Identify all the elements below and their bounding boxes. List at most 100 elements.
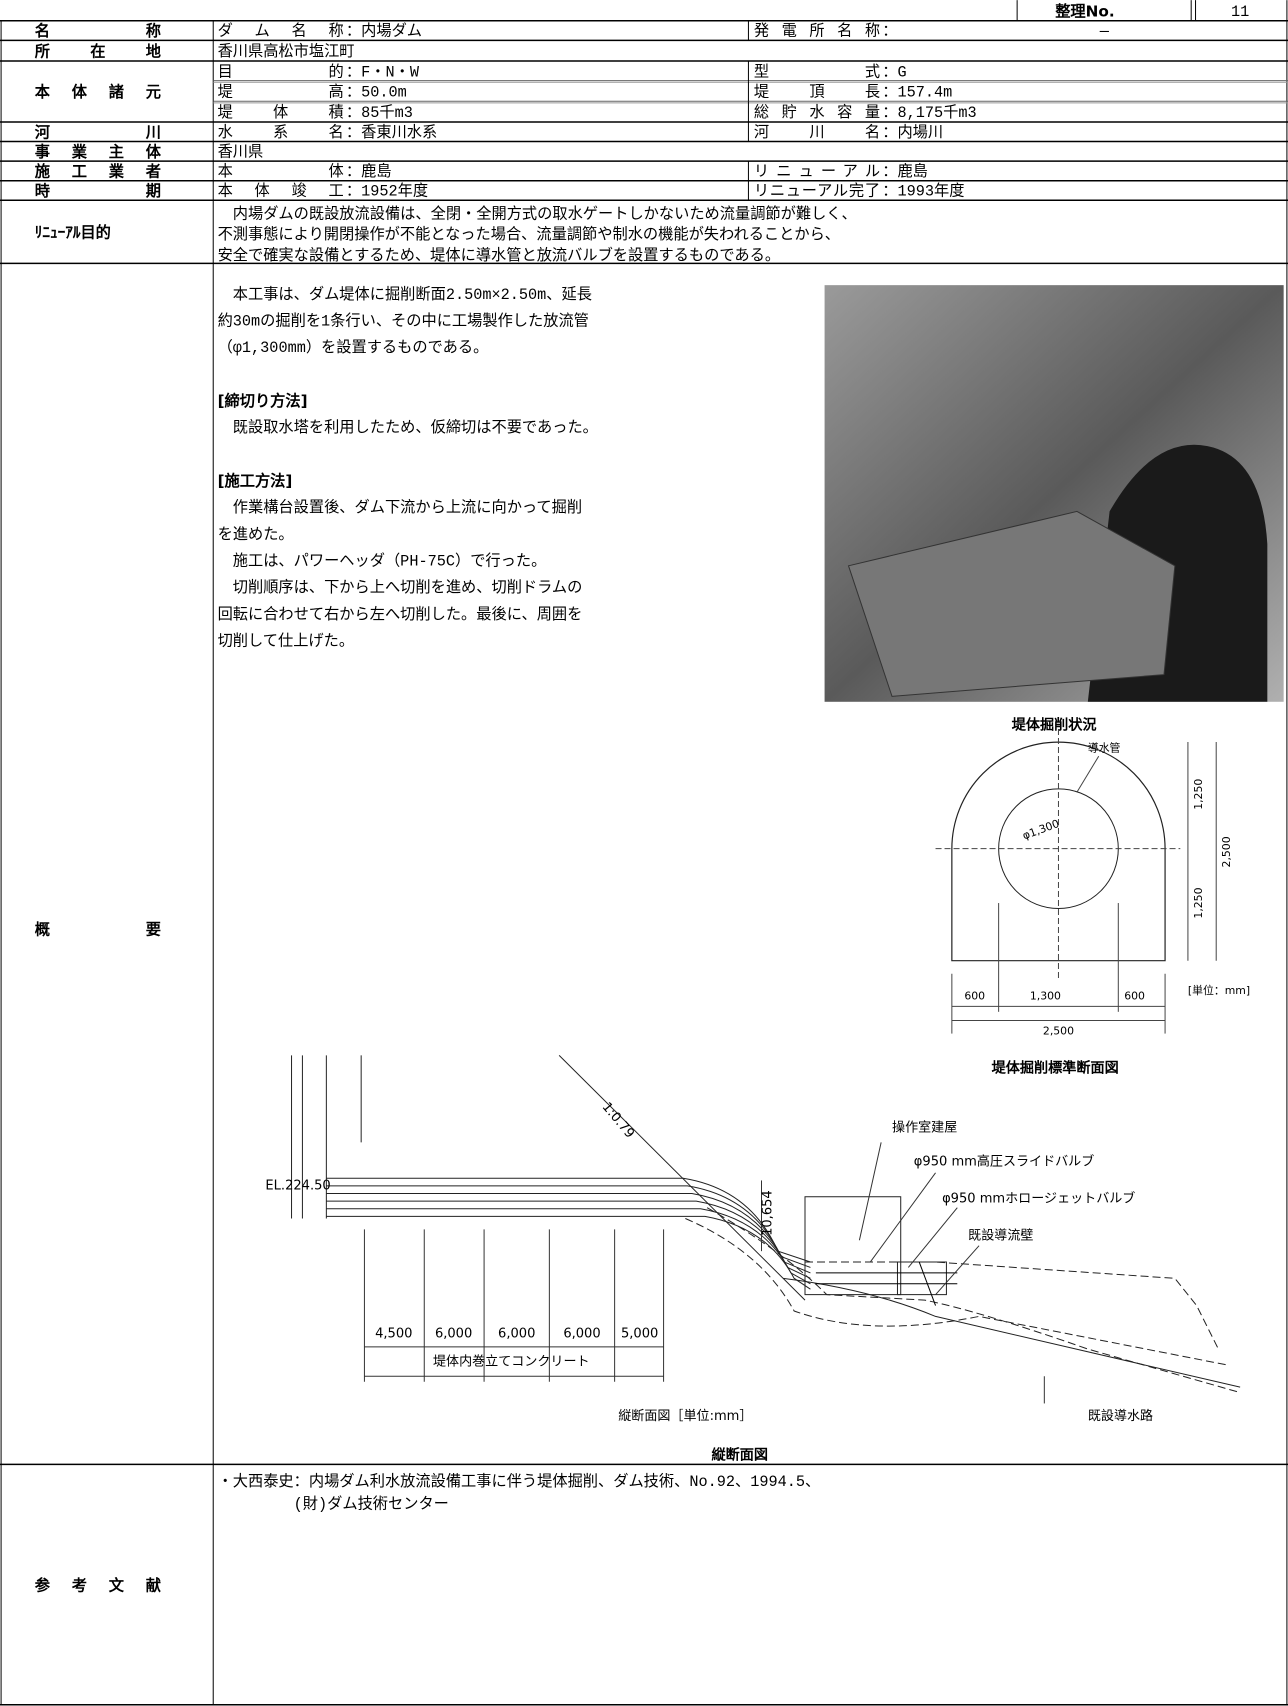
field-key: 型式: [754, 63, 880, 81]
reference-line: ・大西泰史：内場ダム利水放流設備工事に伴う堤体掘削、ダム技術、No.92、199…: [218, 1473, 821, 1491]
field-key: 本体竣工: [218, 183, 344, 201]
drawing-label: φ950 mm高圧スライドバルブ: [914, 1153, 1094, 1169]
field-key: 総貯水容量: [754, 104, 880, 122]
field-value: ：1993年度: [882, 183, 964, 201]
field-value: ：内場川: [882, 124, 943, 142]
dimension-label: 600: [1124, 990, 1145, 1003]
dimension-label: 1,300: [1030, 990, 1061, 1003]
building-outline: [805, 1197, 901, 1295]
row-label: 本体諸元: [35, 83, 161, 101]
drawing-line: [805, 1262, 1218, 1349]
field-note: —: [1099, 23, 1110, 41]
drawing-label: 10,654: [761, 1190, 776, 1236]
drawing-line: [326, 1201, 810, 1278]
dimension-label: 600: [964, 990, 985, 1003]
summary-line: 既設取水塔を利用したため、仮締切は不要であった。: [218, 419, 598, 437]
field-value: ：: [882, 23, 897, 41]
dimension-label: 2,500: [1043, 1024, 1074, 1037]
field-value: ：内場ダム: [346, 23, 422, 41]
field-value: ：85千m3: [346, 104, 413, 122]
figure-caption: 堤体掘削状況: [1012, 717, 1097, 734]
drawing-label: 4,500: [375, 1326, 412, 1341]
dimension-label: φ1,300: [1021, 817, 1061, 842]
summary-line: 作業構台設置後、ダム下流から上流に向かって掘削: [218, 499, 583, 517]
row-label: ﾘﾆｭｰｱﾙ目的: [35, 223, 111, 241]
drawing-label: 6,000: [435, 1326, 472, 1341]
drawing-label: 6,000: [563, 1326, 600, 1341]
section-heading: [施工方法]: [218, 472, 293, 490]
field-value: 香川県: [218, 143, 264, 161]
drawing-label: φ950 mmホロージェットバルブ: [942, 1190, 1135, 1206]
number-value: 11: [1231, 3, 1249, 21]
dimension-label: 1,250: [1192, 779, 1205, 810]
field-value: ：1952年度: [346, 183, 428, 201]
drawing-label: EL.224.50: [265, 1178, 330, 1193]
field-key: ダム名称: [218, 23, 344, 41]
drawing-line: [707, 1208, 1240, 1393]
number-label: 整理No.: [1054, 3, 1114, 21]
field-value: ：8,175千m3: [882, 104, 976, 122]
drawing-line: [685, 1219, 1229, 1366]
rule-line: [1077, 756, 1099, 792]
field-value: ：50.0m: [346, 84, 407, 102]
figure-caption: 縦断面図: [711, 1447, 768, 1464]
dimension-label: 1,250: [1192, 887, 1205, 918]
summary-line: （φ1,300mm）を設置するものである。: [218, 339, 489, 357]
dimension-label: [単位：mm]: [1188, 983, 1250, 997]
summary-line: 切削順序は、下から上へ切削を進め、切削ドラムの: [218, 579, 583, 597]
drawing-label: 既設導流壁: [968, 1227, 1033, 1243]
purpose-line: 安全で確実な設備とするため、堤体に導水管と放流バルブを設置するものである。: [218, 246, 780, 265]
field-key: 堤頂長: [754, 84, 880, 102]
summary-line: 切削して仕上げた。: [218, 632, 355, 650]
field-key: リニューアル: [754, 163, 880, 181]
purpose-line: 内場ダムの既設放流設備は、全閉・全開方式の取水ゲートしかないため流量調節が難しく…: [218, 204, 857, 223]
field-value: ：鹿島: [882, 163, 928, 181]
drawing-line: [326, 1209, 810, 1284]
valve-box: [897, 1262, 946, 1295]
drawing-label: 1:0.79: [599, 1100, 637, 1142]
rule-line: [870, 1173, 935, 1262]
row-label: 時期: [35, 182, 161, 200]
drawing-line: [326, 1186, 810, 1268]
field-value: 香川県高松市塩江町: [218, 43, 355, 61]
field-value: ：157.4m: [882, 84, 952, 102]
row-label: 所在地: [35, 42, 161, 60]
row-label: 参考文献: [35, 1577, 161, 1595]
field-key: 堤高: [218, 84, 344, 102]
drawing-line: [952, 742, 1165, 961]
summary-line: 回転に合わせて右から左へ切削した。最後に、周囲を: [218, 606, 583, 624]
field-key: リニューアル完了: [754, 183, 880, 201]
field-key: 目的: [218, 63, 344, 81]
rule-line: [936, 1246, 980, 1295]
photo-machine: [849, 511, 1175, 696]
field-value: ：香東川水系: [346, 124, 437, 142]
drawing-label: 6,000: [498, 1326, 535, 1341]
rule-line: [859, 1142, 881, 1240]
dimension-label: 2,500: [1220, 836, 1233, 867]
drawing-label: 既設導水路: [1088, 1408, 1153, 1424]
summary-line: 施工は、パワーヘッダ（PH-75C）で行った。: [218, 552, 547, 570]
reference-line: (財)ダム技術センター: [218, 1496, 449, 1514]
row-label: 河川: [35, 123, 161, 141]
purpose-line: 不測事態により開閉操作が不能となった場合、流量調節や制水の機能が失われることから…: [218, 225, 840, 244]
field-key: 水系名: [218, 124, 344, 142]
field-key: 発電所名称: [754, 23, 880, 41]
drawing-label: 操作室建屋: [892, 1120, 957, 1136]
field-key: 堤体積: [218, 104, 344, 122]
dimension-label: 導水管: [1088, 741, 1121, 755]
field-key: 本体: [218, 163, 344, 181]
row-label: 事業主体: [35, 143, 162, 161]
summary-line: を進めた。: [218, 526, 294, 544]
drawing-label: 5,000: [621, 1326, 658, 1341]
row-label: 名称: [35, 22, 161, 40]
summary-line: 約30mの掘削を1条行い、その中に工場製作した放流管: [218, 313, 589, 331]
field-value: ：F・N・W: [346, 63, 420, 81]
drawing-line: [326, 1216, 810, 1289]
field-value: ：G: [882, 63, 906, 81]
summary-line: 本工事は、ダム堤体に掘削断面2.50m×2.50m、延長: [218, 286, 592, 304]
drawing-label: 縦断面図［単位:mm］: [618, 1408, 752, 1424]
drawing-label: 堤体内巻立てコンクリート: [433, 1354, 590, 1370]
field-value: ：鹿島: [346, 163, 392, 181]
